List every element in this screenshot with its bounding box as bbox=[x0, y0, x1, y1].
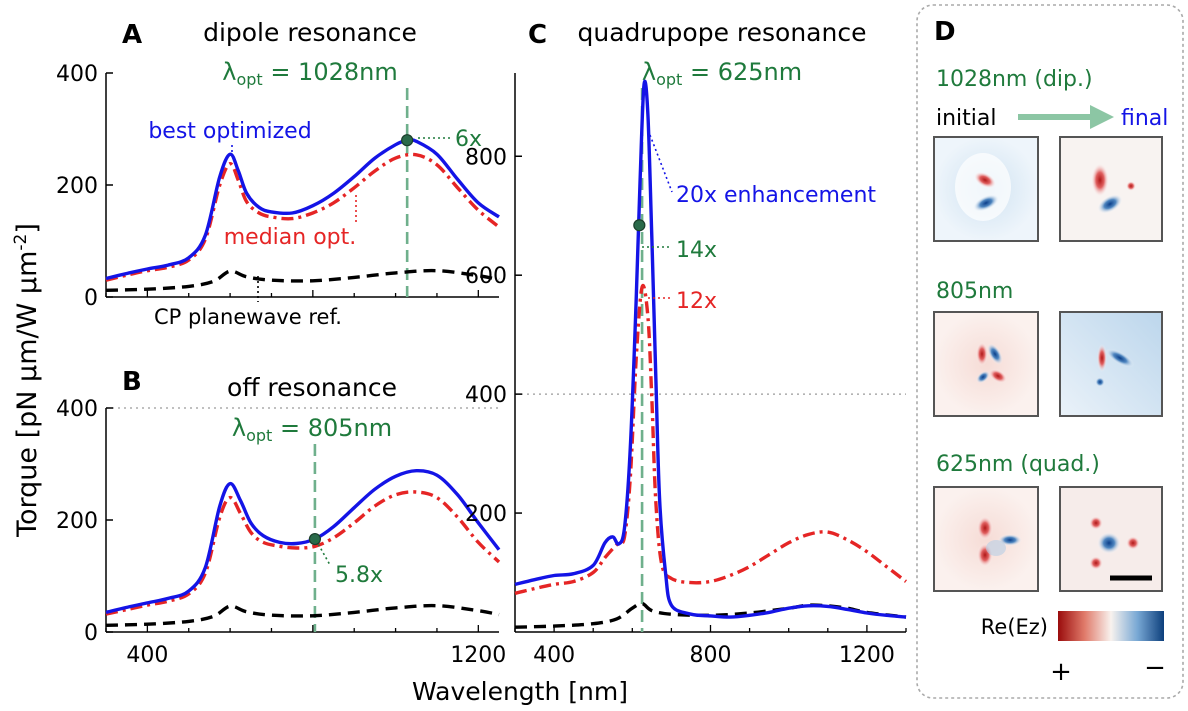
series-line-b-best bbox=[105, 468, 501, 615]
panel-b-letter: B bbox=[122, 367, 142, 397]
y-tick-label-a-200: 200 bbox=[56, 174, 98, 199]
panel-d-letter: D bbox=[934, 17, 956, 47]
y-tick-label-c-800: 800 bbox=[465, 145, 507, 170]
panel-c-letter: C bbox=[528, 20, 547, 50]
label-median-opt: median opt. bbox=[224, 225, 357, 250]
marker-a bbox=[401, 134, 414, 147]
field-map-625-final bbox=[1059, 486, 1163, 592]
panel-a-title: dipole resonance bbox=[203, 18, 417, 47]
label-20x: 20x enhancement bbox=[676, 183, 876, 208]
y-tick-label-a-0: 0 bbox=[84, 286, 98, 311]
initial-label: initial bbox=[936, 106, 997, 131]
row3-label: 625nm (quad.) bbox=[936, 452, 1100, 477]
panel-c-lambda: λopt = 625nm bbox=[642, 58, 802, 89]
label-cp-ref: CP planewave ref. bbox=[154, 305, 342, 329]
label-best-optimized: best optimized bbox=[148, 119, 311, 144]
series-line-b-reference bbox=[105, 603, 500, 627]
label-14x: 14x bbox=[676, 238, 717, 263]
y-tick-label-a-400: 400 bbox=[56, 62, 98, 87]
field-map-1028-initial bbox=[933, 136, 1039, 242]
row2-label: 805nm bbox=[936, 279, 1013, 304]
field-map-1028-final bbox=[1059, 136, 1163, 242]
series-line-c-best bbox=[514, 79, 907, 619]
field-map-805-final bbox=[1059, 311, 1163, 417]
marker-c bbox=[633, 219, 646, 232]
chart-panel-c: 200 400 600 800 400 800 1200 bbox=[465, 73, 908, 668]
y-tick-label-c-200: 200 bbox=[465, 502, 507, 527]
series-line-a-reference bbox=[105, 268, 500, 292]
panel-b-lambda: λopt = 805nm bbox=[232, 414, 392, 445]
marker-b bbox=[308, 532, 322, 546]
label-12x: 12x bbox=[676, 289, 717, 314]
colorbar-plus: + bbox=[1050, 657, 1072, 687]
field-map-625-initial bbox=[933, 486, 1039, 592]
label-factor-b: 5.8x bbox=[335, 563, 383, 588]
series-line-c-median bbox=[514, 283, 908, 595]
y-tick-label-b-0: 0 bbox=[84, 621, 98, 646]
row1-label: 1028nm (dip.) bbox=[936, 67, 1093, 92]
y-tick-label-c-600: 600 bbox=[465, 264, 507, 289]
series-line-a-best bbox=[105, 137, 500, 281]
y-tick-label-b-400: 400 bbox=[56, 397, 98, 422]
x-axis-label: Wavelength [nm] bbox=[412, 677, 628, 706]
x-tick-label-b-400: 400 bbox=[126, 643, 168, 668]
panel-c-title: quadrupope resonance bbox=[578, 18, 867, 47]
y-tick-label-c-400: 400 bbox=[465, 383, 507, 408]
series-line-a-median bbox=[105, 152, 501, 282]
colorbar-label: Re(Ez) bbox=[981, 615, 1048, 639]
y-axis-label: Torque [pN μm/W μm-2] bbox=[11, 223, 43, 538]
leader-lines bbox=[231, 134, 673, 566]
panel-a-letter: A bbox=[122, 20, 142, 50]
x-tick-label-c-400: 400 bbox=[533, 643, 575, 668]
x-tick-label-b-1200: 1200 bbox=[450, 643, 506, 668]
y-tick-label-b-200: 200 bbox=[56, 509, 98, 534]
x-tick-label-c-800: 800 bbox=[690, 643, 732, 668]
series-line-b-median bbox=[105, 490, 501, 616]
arrow-icon bbox=[1018, 105, 1114, 129]
panel-d-frame bbox=[916, 4, 1184, 699]
field-map-805-initial bbox=[933, 311, 1039, 417]
chart-panel-b: 0 200 400 400 1200 bbox=[56, 397, 506, 668]
colorbar bbox=[1058, 611, 1164, 641]
x-tick-label-c-1200: 1200 bbox=[839, 643, 895, 668]
colorbar-minus: − bbox=[1144, 653, 1166, 683]
chart-panel-a: 0 200 400 bbox=[56, 62, 501, 311]
panel-a-lambda: λopt = 1028nm bbox=[222, 58, 397, 89]
final-label: final bbox=[1121, 106, 1168, 131]
panel-b-title: off resonance bbox=[227, 373, 397, 402]
label-factor-a: 6x bbox=[455, 127, 482, 152]
